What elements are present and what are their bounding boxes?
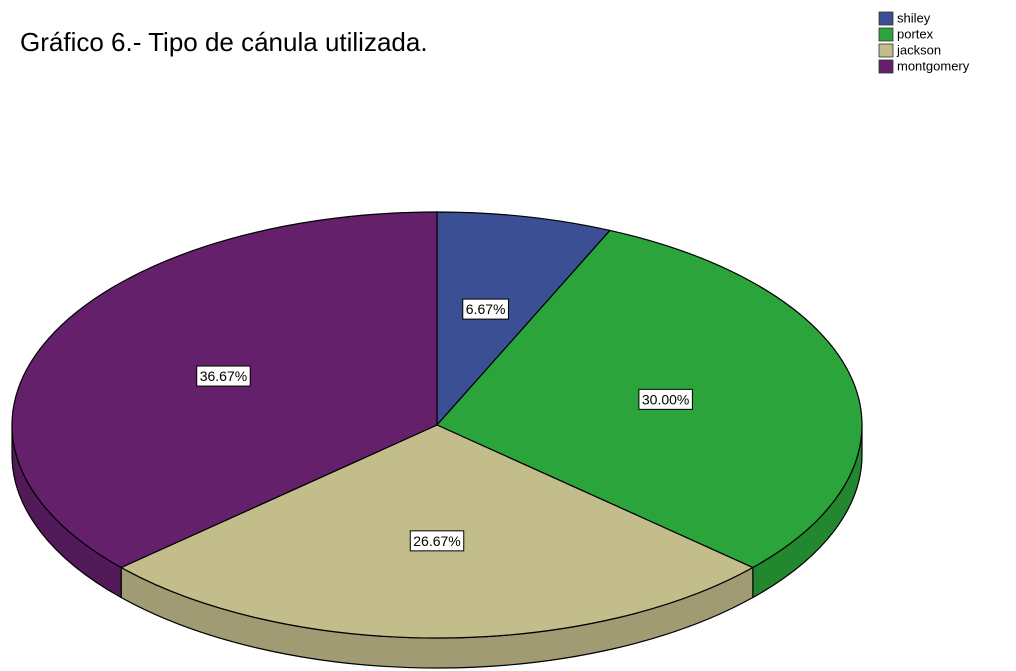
legend-swatch (878, 43, 894, 58)
legend-label: montgomery (897, 58, 970, 73)
data-label-box (196, 365, 251, 387)
data-label-box (462, 298, 509, 320)
legend-swatch (878, 27, 894, 42)
legend-swatch (878, 11, 894, 26)
pie-tops (11, 211, 863, 639)
legend-label: shiley (897, 10, 931, 25)
data-label-box (409, 530, 465, 552)
data-label: 30.00% (642, 391, 689, 407)
data-label: 26.67% (413, 533, 460, 549)
data-labels: 6.67% 30.00% 26.67% 36.67% (196, 298, 693, 552)
legend-label: jackson (896, 42, 941, 57)
chart-title: Gráfico 6.- Tipo de cánula utilizada. (20, 27, 428, 57)
legend-label: portex (897, 26, 934, 41)
data-label: 36.67% (200, 368, 247, 384)
data-label-box (638, 388, 693, 410)
pie-slice (436, 211, 612, 427)
legend-swatch (878, 59, 894, 74)
pie-slice (11, 211, 438, 569)
data-label: 6.67% (466, 301, 506, 317)
